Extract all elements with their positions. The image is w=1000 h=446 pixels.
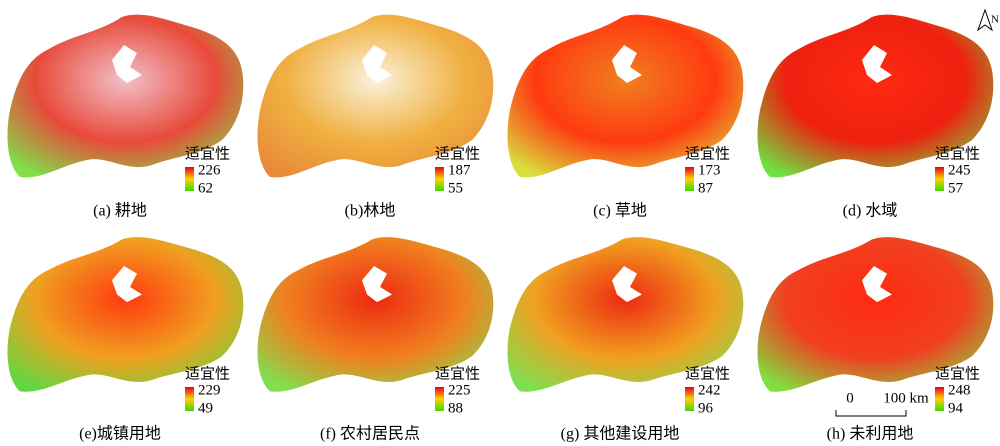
legend-colorbar bbox=[185, 387, 194, 411]
legend-colorbar bbox=[185, 167, 194, 191]
legend-colorbar bbox=[685, 387, 694, 411]
panel-caption: (h) 未利用地 bbox=[827, 425, 914, 443]
legend-max: 229 bbox=[198, 382, 221, 398]
scale-end: 100 km bbox=[883, 390, 929, 406]
legend-max: 248 bbox=[948, 382, 971, 398]
legend-colorbar bbox=[935, 387, 944, 411]
lake bbox=[612, 266, 642, 303]
panel-caption: (d) 水域 bbox=[843, 202, 898, 220]
legend-title: 适宜性 bbox=[185, 365, 230, 382]
legend-title: 适宜性 bbox=[185, 145, 230, 162]
legend-max: 245 bbox=[948, 162, 971, 178]
legend-min: 96 bbox=[698, 400, 714, 416]
map bbox=[257, 237, 494, 392]
panel-caption: (c) 草地 bbox=[593, 202, 647, 220]
legend-max: 226 bbox=[198, 162, 221, 178]
north-arrow: N bbox=[977, 8, 999, 32]
legend-colorbar bbox=[935, 167, 944, 191]
lake bbox=[862, 45, 892, 83]
panel-caption: (e)城镇用地 bbox=[79, 425, 161, 443]
lake bbox=[862, 266, 892, 303]
legend-min: 87 bbox=[698, 180, 714, 196]
legend-max: 225 bbox=[448, 382, 471, 398]
legend-title: 适宜性 bbox=[935, 365, 980, 382]
legend-title: 适宜性 bbox=[435, 365, 480, 382]
scale-bar: 0 100 km bbox=[835, 390, 929, 417]
legend-min: 62 bbox=[198, 180, 213, 196]
map bbox=[7, 14, 244, 178]
scale-start: 0 bbox=[846, 390, 854, 406]
panel-caption: (a) 耕地 bbox=[93, 202, 147, 220]
legend-min: 57 bbox=[948, 180, 964, 196]
legend-title: 适宜性 bbox=[685, 145, 730, 162]
lake bbox=[362, 45, 392, 83]
legend-min: 94 bbox=[948, 400, 964, 416]
panel-caption: (g) 其他建设用地 bbox=[561, 425, 680, 443]
legend-colorbar bbox=[435, 167, 444, 191]
lake bbox=[112, 45, 142, 83]
legend-min: 49 bbox=[198, 400, 213, 416]
map bbox=[507, 237, 744, 392]
map bbox=[7, 237, 244, 392]
legend-title: 适宜性 bbox=[435, 145, 480, 162]
legend-max: 242 bbox=[698, 382, 721, 398]
legend-min: 55 bbox=[448, 180, 463, 196]
legend-title: 适宜性 bbox=[935, 145, 980, 162]
north-label: N bbox=[991, 14, 999, 26]
legend-colorbar bbox=[435, 387, 444, 411]
legend-title: 适宜性 bbox=[685, 365, 730, 382]
panel-caption: (f) 农村居民点 bbox=[320, 425, 420, 443]
legend-min: 88 bbox=[448, 400, 463, 416]
legend-colorbar bbox=[685, 167, 694, 191]
map bbox=[507, 14, 744, 178]
map bbox=[257, 14, 494, 178]
legend-max: 187 bbox=[448, 162, 471, 178]
map bbox=[757, 237, 994, 392]
lake bbox=[362, 266, 392, 303]
lake bbox=[612, 45, 642, 83]
panel-caption: (b)林地 bbox=[345, 202, 396, 220]
legend-max: 173 bbox=[698, 162, 721, 178]
map bbox=[757, 14, 994, 178]
lake bbox=[112, 266, 142, 303]
